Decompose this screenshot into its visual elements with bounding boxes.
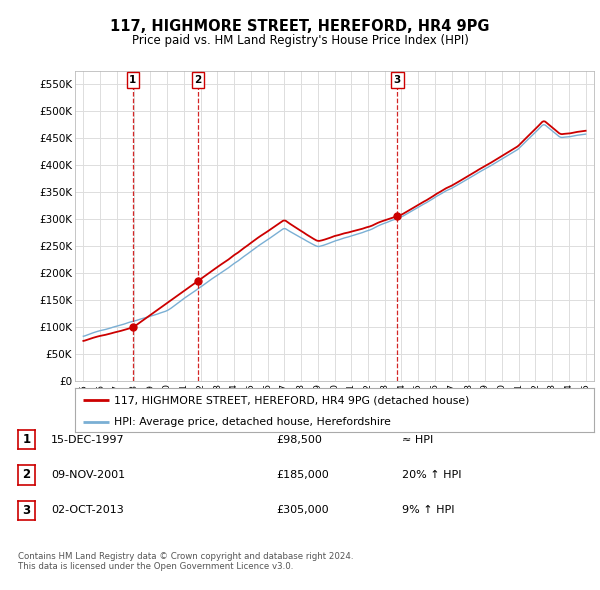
Text: 1: 1: [22, 433, 31, 446]
Text: £305,000: £305,000: [276, 506, 329, 515]
Text: 20% ↑ HPI: 20% ↑ HPI: [402, 470, 461, 480]
Text: £98,500: £98,500: [276, 435, 322, 444]
Text: Price paid vs. HM Land Registry's House Price Index (HPI): Price paid vs. HM Land Registry's House …: [131, 34, 469, 47]
Text: 117, HIGHMORE STREET, HEREFORD, HR4 9PG (detached house): 117, HIGHMORE STREET, HEREFORD, HR4 9PG …: [114, 395, 469, 405]
Text: 02-OCT-2013: 02-OCT-2013: [51, 506, 124, 515]
Text: ≈ HPI: ≈ HPI: [402, 435, 433, 444]
Text: Contains HM Land Registry data © Crown copyright and database right 2024.
This d: Contains HM Land Registry data © Crown c…: [18, 552, 353, 571]
Text: 2: 2: [194, 75, 202, 85]
Text: HPI: Average price, detached house, Herefordshire: HPI: Average price, detached house, Here…: [114, 417, 391, 427]
Text: 09-NOV-2001: 09-NOV-2001: [51, 470, 125, 480]
Text: 2: 2: [22, 468, 31, 481]
Text: 1: 1: [130, 75, 137, 85]
Text: 15-DEC-1997: 15-DEC-1997: [51, 435, 125, 444]
Text: 3: 3: [394, 75, 401, 85]
Text: 117, HIGHMORE STREET, HEREFORD, HR4 9PG: 117, HIGHMORE STREET, HEREFORD, HR4 9PG: [110, 19, 490, 34]
Text: 3: 3: [22, 504, 31, 517]
Text: 9% ↑ HPI: 9% ↑ HPI: [402, 506, 455, 515]
Text: £185,000: £185,000: [276, 470, 329, 480]
